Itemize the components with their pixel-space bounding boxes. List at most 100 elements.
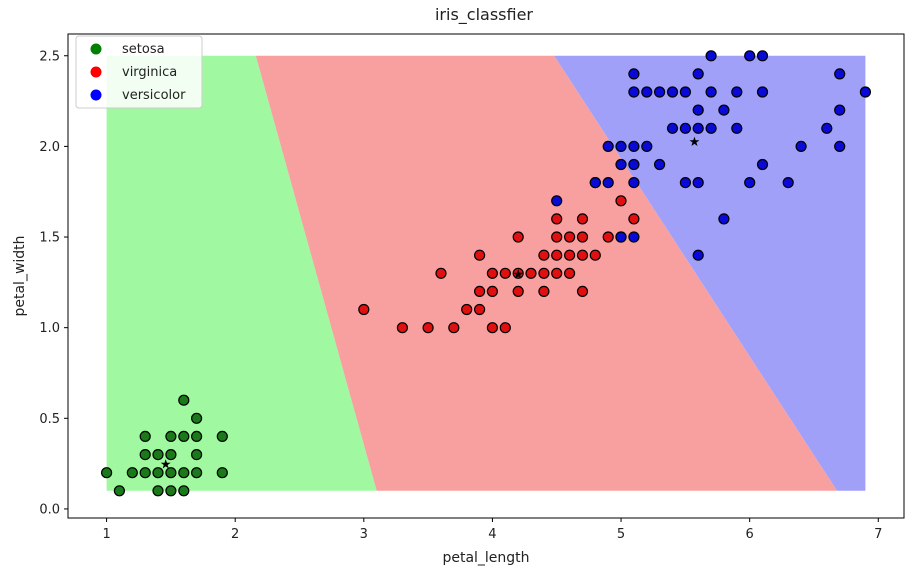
y-axis-ticks: 0.0 0.5 1.0 1.5 2.0 2.5 <box>39 49 68 517</box>
point-virginica <box>499 267 511 279</box>
point-setosa <box>165 430 177 442</box>
point-virginica <box>512 285 524 297</box>
point-virginica <box>602 231 614 243</box>
point-versicolor <box>628 177 640 189</box>
point-setosa <box>178 430 190 442</box>
legend-label-virginica: virginica <box>122 65 177 80</box>
point-versicolor <box>718 213 730 225</box>
point-versicolor <box>602 140 614 152</box>
x-axis-ticks: 1 2 3 4 5 6 7 <box>102 518 882 542</box>
point-versicolor <box>692 122 704 134</box>
x-tick-label: 4 <box>488 527 496 542</box>
point-versicolor <box>692 177 704 189</box>
point-versicolor <box>666 86 679 98</box>
point-versicolor <box>718 104 730 116</box>
point-versicolor <box>589 177 601 189</box>
point-setosa <box>165 449 177 461</box>
x-tick-label: 7 <box>874 527 882 542</box>
legend-label-versicolor: versicolor <box>122 88 186 103</box>
watermark: 知乎 @鱼子酱 <box>772 529 898 553</box>
point-versicolor <box>679 177 692 189</box>
point-setosa <box>191 412 203 424</box>
point-setosa <box>191 430 203 442</box>
legend-marker-setosa <box>90 43 102 55</box>
legend-marker-versicolor <box>90 89 102 101</box>
point-setosa <box>165 485 177 497</box>
point-virginica <box>628 213 640 225</box>
point-versicolor <box>859 86 872 98</box>
point-virginica <box>576 249 589 261</box>
y-tick-label: 1.5 <box>39 231 60 246</box>
point-versicolor <box>615 140 627 152</box>
decision-regions <box>106 55 866 491</box>
point-versicolor <box>692 68 704 80</box>
legend-box <box>75 35 203 109</box>
point-virginica <box>448 322 460 334</box>
point-setosa <box>139 467 151 479</box>
point-virginica <box>474 303 486 316</box>
x-tick-label: 6 <box>746 527 754 542</box>
point-virginica <box>538 267 550 279</box>
point-virginica <box>538 285 550 297</box>
point-setosa <box>178 467 190 479</box>
point-versicolor <box>628 68 640 80</box>
centroid-virginica: ★ <box>512 267 524 282</box>
point-setosa <box>178 394 190 406</box>
point-virginica <box>551 231 563 243</box>
point-versicolor <box>679 86 692 98</box>
point-versicolor <box>615 231 627 243</box>
region-setosa <box>106 55 377 491</box>
point-versicolor <box>628 86 640 98</box>
data-points <box>100 50 872 497</box>
x-tick-label: 1 <box>102 527 110 542</box>
point-virginica <box>576 213 589 225</box>
point-virginica <box>551 213 563 225</box>
y-tick-label: 0.0 <box>39 502 60 517</box>
point-setosa <box>216 430 228 442</box>
point-versicolor <box>795 140 807 152</box>
point-setosa <box>100 467 113 479</box>
y-tick-label: 0.5 <box>39 412 60 427</box>
point-versicolor <box>731 86 743 98</box>
point-virginica <box>551 249 563 261</box>
point-versicolor <box>602 177 614 189</box>
point-setosa <box>191 449 203 461</box>
point-virginica <box>486 285 498 297</box>
point-virginica <box>615 195 627 207</box>
x-tick-label: 3 <box>360 527 368 542</box>
point-virginica <box>563 249 576 261</box>
point-versicolor <box>744 50 756 62</box>
point-versicolor <box>615 158 627 171</box>
y-axis-label: petal_width <box>12 235 28 316</box>
legend-label-setosa: setosa <box>122 42 165 57</box>
point-virginica <box>512 267 524 279</box>
point-setosa <box>152 467 164 479</box>
point-virginica <box>461 303 473 316</box>
point-setosa <box>191 467 203 479</box>
point-versicolor <box>834 140 846 152</box>
point-versicolor <box>705 122 717 134</box>
point-setosa <box>165 467 177 479</box>
point-virginica <box>474 285 486 297</box>
point-virginica <box>563 267 576 279</box>
point-virginica <box>576 231 589 243</box>
point-virginica <box>512 231 524 243</box>
point-virginica <box>525 267 537 279</box>
point-versicolor <box>756 158 769 171</box>
point-virginica <box>486 267 498 279</box>
point-setosa <box>178 485 190 497</box>
point-setosa <box>126 467 138 479</box>
point-setosa <box>152 485 164 497</box>
point-versicolor <box>666 122 679 134</box>
point-versicolor <box>705 86 717 98</box>
centroid-versicolor: ★ <box>689 135 701 150</box>
point-virginica <box>486 322 498 334</box>
x-tick-label: 5 <box>617 527 625 542</box>
y-tick-label: 1.0 <box>39 321 60 336</box>
x-axis-label: petal_length <box>442 550 529 566</box>
point-versicolor <box>628 140 640 152</box>
point-versicolor <box>653 86 666 98</box>
point-setosa <box>139 430 151 442</box>
point-virginica <box>576 285 589 297</box>
